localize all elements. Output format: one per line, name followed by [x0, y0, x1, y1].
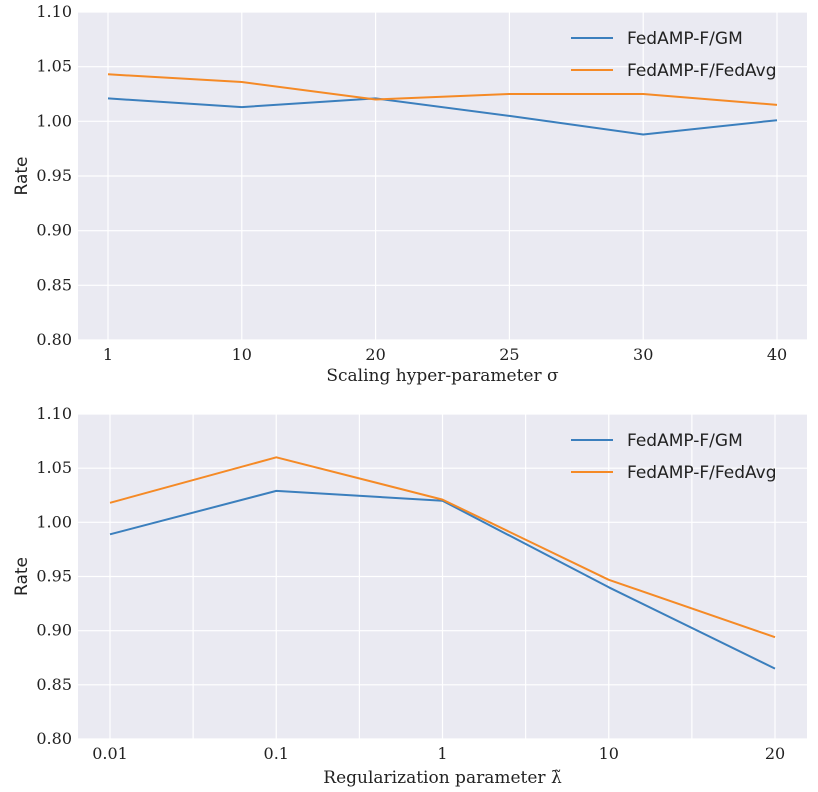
x-tick-label: 1	[437, 744, 447, 763]
y-tick-label: 1.05	[36, 57, 72, 76]
x-tick-label: 1	[103, 345, 113, 364]
series-line-2	[107, 73, 778, 106]
x-tick-label: 10	[599, 744, 619, 763]
x-tick-label: 25	[499, 345, 519, 364]
legend-label: FedAMP-F/FedAvg	[627, 61, 777, 81]
legend-label: FedAMP-F/FedAvg	[627, 463, 777, 483]
y-tick-label: 0.85	[36, 675, 72, 694]
series-line-2	[109, 456, 776, 639]
y-axis-title: Rate	[12, 557, 32, 596]
legend-label: FedAMP-F/GM	[627, 431, 743, 451]
y-tick-label: 1.10	[36, 2, 72, 21]
y-tick-label: 0.85	[36, 275, 72, 294]
y-tick-label: 0.95	[36, 567, 72, 586]
y-tick-label: 0.90	[36, 621, 72, 640]
x-tick-label: 0.1	[264, 744, 289, 763]
x-tick-label: 20	[365, 345, 385, 364]
y-axis-title: Rate	[12, 157, 32, 196]
y-tick-label: 1.10	[36, 404, 72, 423]
x-tick-label: 0.01	[92, 744, 128, 763]
x-tick-label: 40	[767, 345, 787, 364]
x-axis-title: Regularization parameter λ̃	[323, 768, 562, 788]
y-tick-label: 0.90	[36, 221, 72, 240]
y-tick-label: 0.80	[36, 729, 72, 748]
chart-2: 0.80 0.85 0.90 0.95 1.00 1.05 1.10 0.01 0.1 1 10 20…	[12, 404, 807, 788]
y-tick-label: 1.05	[36, 458, 72, 477]
y-tick-label: 1.00	[36, 512, 72, 531]
x-tick-label: 10	[232, 345, 252, 364]
x-tick-label: 20	[765, 744, 785, 763]
y-tick-label: 0.80	[36, 330, 72, 349]
y-tick-label: 1.00	[36, 111, 72, 130]
series-line-1	[107, 97, 778, 136]
x-axis-title: Scaling hyper-parameter σ	[326, 366, 559, 386]
legend-label: FedAMP-F/GM	[627, 29, 743, 49]
x-tick-label: 30	[633, 345, 653, 364]
y-tick-label: 0.95	[36, 166, 72, 185]
chart-1: 0.80 0.85 0.90 0.95 1.00 1.05 1.10 1 10 20 25 30 40 S…	[12, 2, 807, 386]
